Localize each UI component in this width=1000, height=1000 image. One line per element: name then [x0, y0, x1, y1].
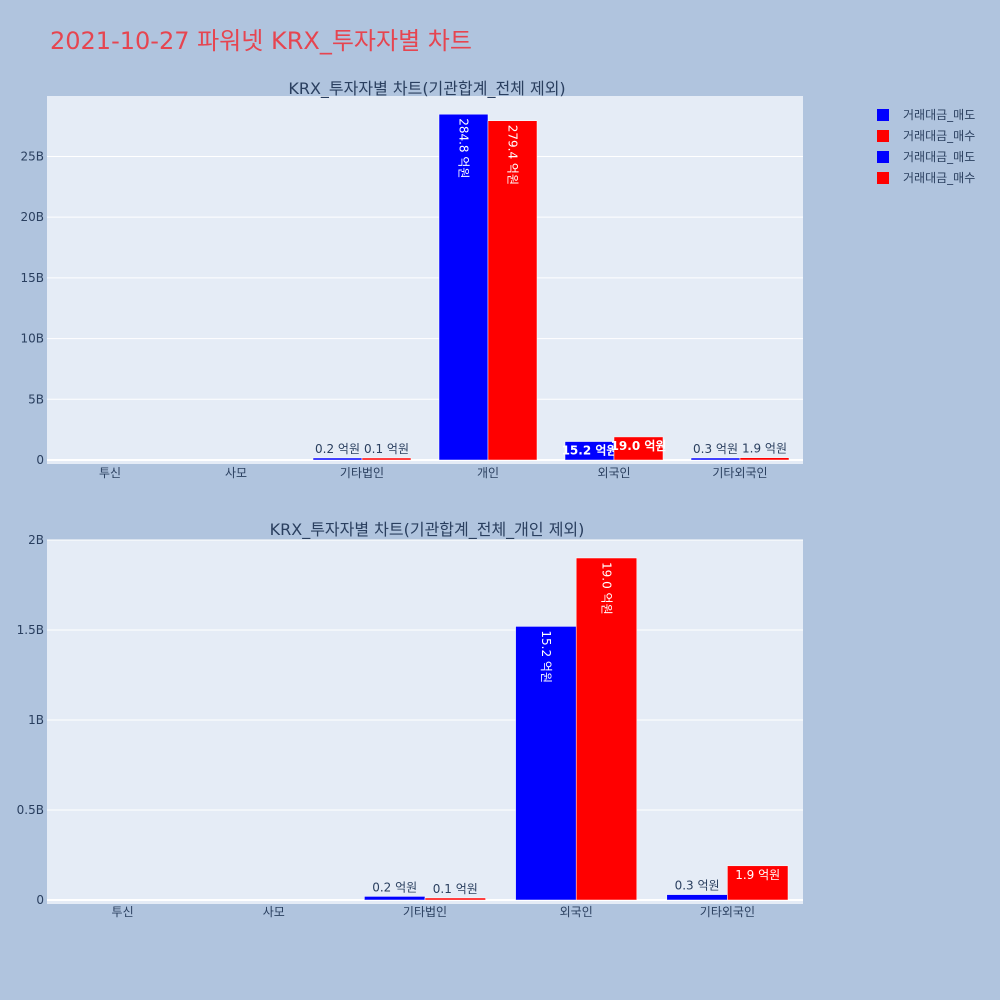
y-tick-label: 5B — [28, 392, 44, 406]
data-label: 1.9 억원 — [735, 868, 780, 882]
bar-sell[interactable] — [438, 113, 489, 461]
data-label: 1.9 억원 — [742, 442, 787, 456]
bar-sell[interactable] — [515, 626, 577, 901]
y-tick-label: 2B — [28, 533, 44, 547]
data-label: 284.8 억원 — [457, 118, 471, 178]
y-tick-label: 15B — [20, 271, 44, 285]
y-tick-label: 0.5B — [17, 803, 44, 817]
y-tick-label: 0 — [36, 453, 44, 467]
chart-panel-2: KRX_투자자별 차트(기관합계_전체_개인 제외) 0 0.5B 1B 1.5B 2B 투… — [17, 520, 803, 919]
bar-buy[interactable] — [424, 897, 486, 901]
y-tick-label: 1.5B — [17, 623, 44, 637]
plot-area — [47, 540, 803, 904]
x-tick-label: 기타외국인 — [712, 466, 767, 480]
x-tick-label: 사모 — [225, 466, 247, 480]
data-label: 0.1 억원 — [364, 442, 409, 456]
chart-title: KRX_투자자별 차트(기관합계_전체_개인 제외) — [270, 520, 585, 540]
x-tick-label: 기타외국인 — [700, 905, 755, 919]
chart-panel-1: KRX_투자자별 차트(기관합계_전체 제외) 0 5B 10B 15B 20B 25B 투신… — [20, 79, 803, 480]
legend-label: 거래대금_매수 — [903, 129, 975, 143]
x-tick-label: 개인 — [477, 466, 499, 480]
plot-area — [47, 96, 803, 464]
data-label: 19.0 억원 — [611, 439, 667, 453]
data-label: 279.4 억원 — [506, 125, 520, 185]
bar-buy[interactable] — [575, 557, 638, 901]
legend-swatch — [877, 151, 889, 163]
legend-label: 거래대금_매도 — [903, 150, 975, 164]
data-label: 0.1 억원 — [433, 882, 478, 896]
bar-buy[interactable] — [613, 436, 664, 461]
bar-buy[interactable] — [727, 865, 789, 901]
data-label: 19.0 억원 — [600, 562, 614, 615]
legend-swatch — [877, 172, 889, 184]
legend-label: 거래대금_매도 — [903, 108, 975, 122]
bar-buy[interactable] — [361, 457, 412, 461]
y-tick-label: 1B — [28, 713, 44, 727]
y-tick-label: 10B — [20, 332, 44, 346]
x-tick-label: 기타법인 — [340, 466, 384, 480]
legend-item[interactable]: 거래대금_매도 — [877, 150, 975, 164]
x-tick-label: 외국인 — [597, 466, 630, 480]
data-label: 0.3 억원 — [693, 442, 738, 456]
legend-item[interactable]: 거래대금_매수 — [877, 171, 975, 185]
legend-item[interactable]: 거래대금_매도 — [877, 108, 975, 122]
data-label: 0.2 억원 — [315, 442, 360, 456]
bar-buy[interactable] — [739, 457, 790, 461]
page-title: 2021-10-27 파워넷 KRX_투자자별 차트 — [50, 27, 472, 55]
bar-sell[interactable] — [690, 457, 741, 461]
data-label: 15.2 억원 — [539, 630, 553, 683]
data-label: 15.2 억원 — [562, 444, 618, 458]
legend-item[interactable]: 거래대금_매수 — [877, 129, 975, 143]
legend-swatch — [877, 109, 889, 121]
bar-sell[interactable] — [666, 894, 728, 901]
chart-title: KRX_투자자별 차트(기관합계_전체 제외) — [288, 79, 565, 99]
y-tick-label: 25B — [20, 149, 44, 163]
legend-swatch — [877, 130, 889, 142]
bar-sell[interactable] — [312, 457, 363, 461]
x-tick-label: 투신 — [112, 905, 134, 919]
data-label: 0.3 억원 — [675, 879, 720, 893]
y-tick-label: 20B — [20, 210, 44, 224]
y-tick-label: 0 — [36, 893, 44, 907]
x-tick-label: 외국인 — [560, 905, 593, 919]
x-tick-label: 사모 — [263, 905, 285, 919]
x-tick-label: 기타법인 — [403, 905, 447, 919]
data-label: 0.2 억원 — [372, 880, 417, 894]
bar-sell[interactable] — [364, 896, 426, 901]
x-tick-label: 투신 — [99, 466, 121, 480]
legend-label: 거래대금_매수 — [903, 171, 975, 185]
bar-buy[interactable] — [487, 120, 538, 461]
